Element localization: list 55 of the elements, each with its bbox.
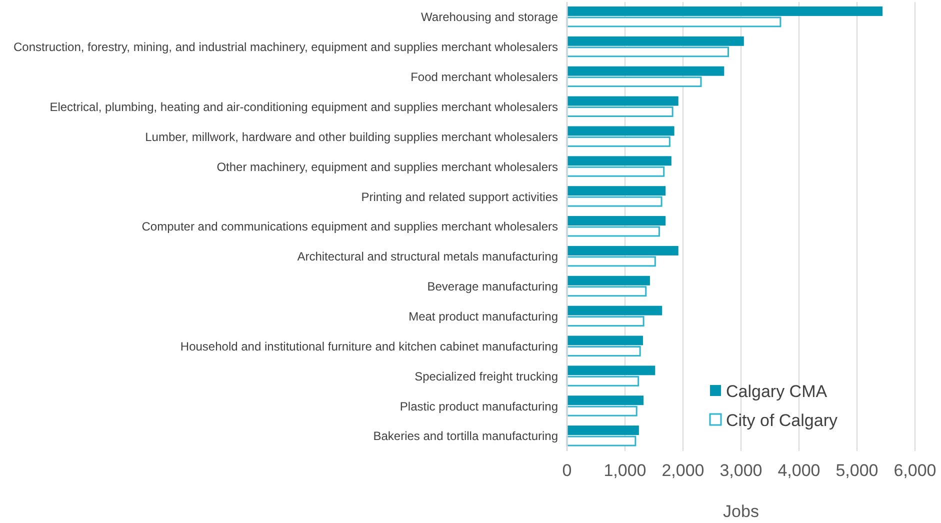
y-tick-label: Electrical, plumbing, heating and air-conditioning equipment and supplies merchant wholesalers [50,100,558,114]
bar [566,46,729,58]
bar [567,6,883,16]
x-axis-title: Jobs [723,502,759,521]
x-tick-label: 3,000 [720,461,762,480]
y-tick-label: Printing and related support activities [361,190,558,204]
bar [566,406,638,416]
y-tick-label: Food merchant wholesalers [410,70,558,84]
x-tick-label: 1,000 [604,461,646,480]
bar [566,136,670,147]
bar [566,16,782,28]
y-tick-label: Meat product manufacturing [408,310,558,324]
bar [566,106,674,117]
bar [566,316,644,327]
bar [567,156,672,166]
y-tick-label: Other machinery, equipment and supplies merchant wholesalers [216,160,558,174]
bar [567,366,656,376]
bar [567,306,662,316]
bar [566,256,656,267]
y-tick-label: Architectural and structural metals manufacturing [297,250,558,264]
y-tick-label: Warehousing and storage [421,10,558,24]
bar [566,436,636,446]
legend-label: City of Calgary [726,410,838,430]
x-tick-label: 2,000 [662,461,704,480]
bar [567,336,643,346]
y-tick-label: Specialized freight trucking [414,369,558,384]
bar [566,76,702,88]
legend-label: Calgary CMA [726,382,828,401]
bar [567,426,639,436]
y-tick-label: Plastic product manufacturing [400,399,558,414]
x-tick-label: 0 [562,461,572,480]
bar [566,376,640,386]
y-tick-label: Computer and communications equipment and supplies merchant wholesalers [142,220,558,234]
y-tick-label: Household and institutional furniture and kitchen cabinet manufacturing [180,339,558,354]
y-tick-label: Construction, forestry, mining, and industrial machinery, equipment and supplies merchant wholesalers [14,40,558,54]
x-tick-label: 6,000 [894,461,936,480]
bar [566,286,647,297]
bar [566,346,641,356]
y-tick-label: Lumber, millwork, hardware and other building supplies merchant wholesalers [145,130,558,144]
x-tick-label: 5,000 [836,461,878,480]
bar [567,126,674,136]
bar [567,66,724,76]
bar [566,226,660,237]
bar [567,246,678,256]
bar [567,36,744,46]
bar [567,396,644,406]
bar [567,186,666,196]
bar [567,276,650,286]
y-tick-label: Bakeries and tortilla manufacturing [373,429,558,444]
y-tick-label: Beverage manufacturing [427,280,558,294]
bar [567,96,678,106]
bar [567,216,666,226]
x-tick-label: 4,000 [778,461,820,480]
bar [566,196,662,207]
bar [566,166,665,177]
